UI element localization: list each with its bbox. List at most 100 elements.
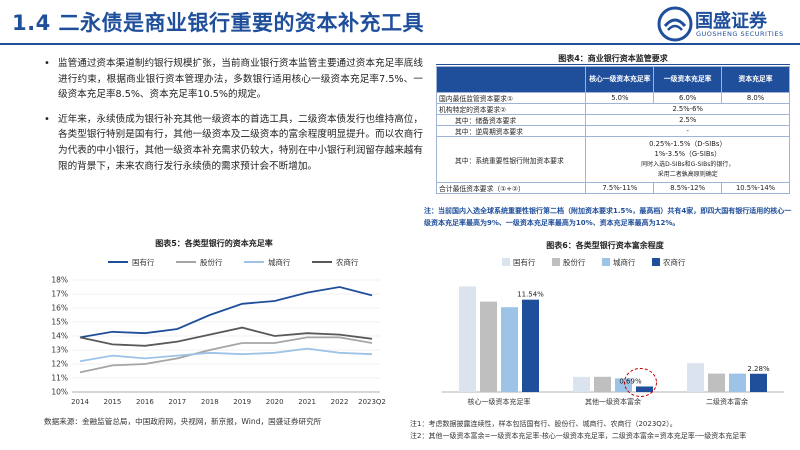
legend-label: 城商行 xyxy=(268,257,291,267)
legend-label: 国有行 xyxy=(132,257,155,267)
cell-line: 0.25%-1.5%（D-SIBs） xyxy=(649,139,727,148)
table-cell: 其中：储备资本要求 xyxy=(435,114,587,126)
table-cell: 10.5%-14% xyxy=(721,182,790,194)
x-tick-label: 2021 xyxy=(298,398,316,406)
table-cell: 8.0% xyxy=(721,92,790,104)
legend-swatch xyxy=(502,258,510,266)
bar xyxy=(522,299,539,392)
table-header: 资本充足率 xyxy=(721,66,790,93)
table-row: 合计最低资本要求（①+②） 7.5%-11% 8.5%-12% 10.5%-14… xyxy=(435,182,790,194)
table-header: 核心一级资本充足率 xyxy=(585,66,655,93)
bar xyxy=(480,301,497,392)
table-header-row: 核心一级资本充足率 一级资本充足率 资本充足率 xyxy=(435,66,790,93)
table-cell: 国内最低监管资本要求① xyxy=(435,92,587,104)
bullet-text: 近年来，永续债成为银行补充其他一级资本的首选工具，二级资本债发行也维持高位，各类… xyxy=(58,113,423,172)
legend-swatch xyxy=(652,258,660,266)
x-tick-label: 其他一级资本富余 xyxy=(585,397,641,406)
legend-label: 股份行 xyxy=(200,257,223,267)
table-cell: 2.5%-6% xyxy=(585,103,790,115)
chart6-bar-chart: 国有行 股份行 城商行 农商行 11.54% 核心一级资本充足率 0.69% 其他一级资本富余… xyxy=(442,257,784,406)
table-cell: 合计最低资本要求（①+②） xyxy=(435,182,587,194)
chart6-title: 图表6：各类型银行资本富余程度 xyxy=(546,241,664,250)
chart5-title: 图表5：各类型银行的资本充足率 xyxy=(155,239,273,248)
data-label: 11.54% xyxy=(517,291,544,299)
x-tick-label: 2020 xyxy=(266,398,284,406)
legend-label: 股份行 xyxy=(563,257,586,267)
legend-label: 国有行 xyxy=(513,257,536,267)
table-row: 机构特定的资本要求② 2.5%-6% xyxy=(435,103,790,115)
cell-line: 同时入选D-SIBs和G-SIBs的银行， xyxy=(641,160,735,168)
x-tick-label: 2019 xyxy=(233,398,251,406)
series-line xyxy=(79,326,373,347)
legend-label: 农商行 xyxy=(663,257,686,267)
table-note: 注：当前国内入选全球系统重要性银行第二档（附加资本要求1.5%，最高档）共有4家… xyxy=(424,207,792,227)
y-tick-label: 13% xyxy=(51,346,68,355)
bullet-item: • 监管通过资本渠道制约银行规模扩张，当前商业银行资本监管主要通过资本充足率底线… xyxy=(44,56,423,103)
bullet-text: 监管通过资本渠道制约银行规模扩张，当前商业银行资本监管主要通过资本充足率底线进行… xyxy=(58,58,423,101)
table-row: 其中：储备资本要求 2.5% xyxy=(435,114,790,126)
x-tick-label: 2023Q2 xyxy=(358,398,386,406)
y-tick-label: 17% xyxy=(51,290,68,299)
company-logo: 国盛证券 GUOSHENG SECURITIES xyxy=(655,4,795,42)
legend-label: 农商行 xyxy=(336,257,359,267)
logo-text: 国盛证券 xyxy=(695,11,767,32)
x-tick-label: 2017 xyxy=(168,398,186,406)
bar xyxy=(636,386,653,392)
y-tick-label: 15% xyxy=(51,318,68,327)
header-rule xyxy=(0,43,800,45)
table-cell: 5.0% xyxy=(585,92,655,104)
bar xyxy=(459,286,476,392)
cell-line: 1%-3.5%（G-SIBs） xyxy=(654,150,721,158)
x-tick-label: 2016 xyxy=(136,398,154,406)
table-cell: 2.5% xyxy=(585,114,790,126)
table-cell: 8.5%-12% xyxy=(653,182,723,194)
page-header: 1.4 二永债是商业银行重要的资本补充工具 国盛证券 GUOSHENG SECU… xyxy=(0,0,800,46)
data-label: 0.69% xyxy=(619,377,642,385)
x-tick-label: 核心一级资本充足率 xyxy=(468,397,531,406)
legend-swatch xyxy=(602,258,610,266)
page-title: 1.4 二永债是商业银行重要的资本补充工具 xyxy=(12,11,425,35)
table-cell: 其中：逆周期资本要求 xyxy=(435,125,587,137)
x-tick-label: 2022 xyxy=(331,398,349,406)
table-row: 其中：逆周期资本要求 - xyxy=(435,125,790,137)
table-cell: - xyxy=(585,125,790,137)
table-cell: 机构特定的资本要求② xyxy=(435,103,587,115)
bar xyxy=(729,373,746,392)
y-tick-label: 18% xyxy=(51,276,68,285)
chart5-line-chart: 国有行 股份行 城商行 农商行 10% 11% 12% 13% 14% 15% 16% 17% 18% 2… xyxy=(51,257,386,406)
table-cell: 7.5%-11% xyxy=(585,182,655,194)
bar xyxy=(573,376,590,392)
bar xyxy=(594,376,611,392)
x-tick-label: 2014 xyxy=(71,398,89,406)
series-line xyxy=(79,336,373,374)
table-cell: 6.0% xyxy=(653,92,723,104)
cell-line: 采用二者孰高原则确定 xyxy=(657,171,718,178)
table-title-rule xyxy=(436,64,790,65)
bullet-item: • 近年来，永续债成为银行补充其他一级资本的首选工具，二级资本债发行也维持高位，… xyxy=(44,112,423,174)
legend-swatch xyxy=(552,258,560,266)
logo-emblem-icon xyxy=(657,6,693,42)
x-tick-label: 二级资本富余 xyxy=(706,397,748,406)
y-tick-label: 16% xyxy=(51,304,68,313)
bullet-list: • 监管通过资本渠道制约银行规模扩张，当前商业银行资本监管主要通过资本充足率底线… xyxy=(44,56,423,183)
x-tick-label: 2018 xyxy=(201,398,219,406)
x-tick-label: 2015 xyxy=(104,398,122,406)
bar xyxy=(615,378,632,392)
series-line xyxy=(79,347,373,363)
capital-requirements-table: 核心一级资本充足率 一级资本充足率 资本充足率 国内最低监管资本要求① 5.0%… xyxy=(435,66,790,194)
table-cell: 0.25%-1.5%（D-SIBs） 1%-3.5%（G-SIBs） 同时入选D… xyxy=(585,136,790,183)
bar xyxy=(750,373,767,392)
bar xyxy=(708,373,725,392)
y-tick-label: 12% xyxy=(51,360,68,369)
bullet-dot-icon: • xyxy=(44,113,50,125)
bullet-dot-icon: • xyxy=(44,58,50,69)
y-tick-label: 11% xyxy=(51,374,68,383)
table-row: 其中：系统重要性银行附加资本要求 0.25%-1.5%（D-SIBs） 1%-3… xyxy=(435,136,790,183)
table-header: 一级资本充足率 xyxy=(653,66,723,93)
data-source: 数据来源：金融监管总局，中国政府网，央视网，新京报，Wind，国盛证券研究所 xyxy=(44,417,322,426)
table-title: 图表4：商业银行资本监管要求 xyxy=(558,54,668,63)
table-row: 国内最低监管资本要求① 5.0% 6.0% 8.0% xyxy=(435,92,790,104)
table-header xyxy=(435,66,587,93)
logo-subtext: GUOSHENG SECURITIES xyxy=(696,30,784,38)
table-cell: 其中：系统重要性银行附加资本要求 xyxy=(435,136,587,183)
